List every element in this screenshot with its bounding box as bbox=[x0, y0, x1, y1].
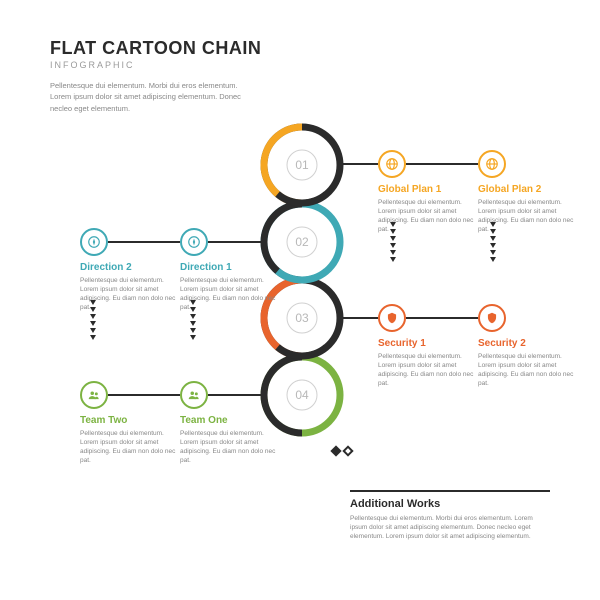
branch-title: Direction 1 bbox=[180, 262, 280, 273]
globe-icon bbox=[478, 150, 506, 178]
branch-title: Direction 2 bbox=[80, 262, 180, 273]
arrow-column bbox=[488, 222, 498, 264]
team-icon bbox=[180, 381, 208, 409]
branch-security-2: Security 2 Pellentesque dui elementum. Lo… bbox=[478, 304, 578, 388]
arrow-column bbox=[88, 300, 98, 342]
arrow-column bbox=[388, 222, 398, 264]
svg-text:03: 03 bbox=[295, 311, 309, 325]
branch-team-two: Team Two Pellentesque dui elementum. Lore… bbox=[80, 381, 180, 465]
branch-body: Pellentesque dui elementum. Lorem ipsum … bbox=[478, 352, 578, 388]
decor-diamond bbox=[342, 445, 353, 456]
branch-body: Pellentesque dui elementum. Lorem ipsum … bbox=[378, 352, 478, 388]
branch-body: Pellentesque dui elementum. Lorem ipsum … bbox=[80, 429, 180, 465]
team-icon bbox=[80, 381, 108, 409]
divider bbox=[350, 490, 550, 492]
decor-diamond bbox=[330, 445, 341, 456]
additional-body: Pellentesque dui elementum. Morbi dui er… bbox=[350, 514, 550, 541]
intro-text: Pellentesque dui elementum. Morbi dui er… bbox=[50, 80, 250, 114]
shield-icon bbox=[478, 304, 506, 332]
branch-body: Pellentesque dui elementum. Lorem ipsum … bbox=[180, 429, 280, 465]
branch-title: Team Two bbox=[80, 415, 180, 426]
main-title: FLAT CARTOON CHAIN bbox=[50, 38, 261, 59]
arrow-column bbox=[188, 300, 198, 342]
additional-title: Additional Works bbox=[350, 498, 550, 510]
compass-icon bbox=[80, 228, 108, 256]
additional-works: Additional Works Pellentesque dui elemen… bbox=[350, 490, 550, 541]
branch-title: Security 1 bbox=[378, 338, 478, 349]
branch-team-one: Team One Pellentesque dui elementum. Lore… bbox=[180, 381, 280, 465]
globe-icon bbox=[378, 150, 406, 178]
branch-security-1: Security 1 Pellentesque dui elementum. Lo… bbox=[378, 304, 478, 388]
svg-text:04: 04 bbox=[295, 388, 309, 402]
branch-title: Global Plan 2 bbox=[478, 184, 578, 195]
branch-title: Security 2 bbox=[478, 338, 578, 349]
compass-icon bbox=[180, 228, 208, 256]
shield-icon bbox=[378, 304, 406, 332]
svg-text:02: 02 bbox=[295, 235, 309, 249]
branch-title: Global Plan 1 bbox=[378, 184, 478, 195]
branch-title: Team One bbox=[180, 415, 280, 426]
infographic-canvas: FLAT CARTOON CHAIN INFOGRAPHIC Pellentes… bbox=[0, 0, 600, 600]
svg-text:01: 01 bbox=[295, 158, 309, 172]
subtitle: INFOGRAPHIC bbox=[50, 60, 135, 70]
